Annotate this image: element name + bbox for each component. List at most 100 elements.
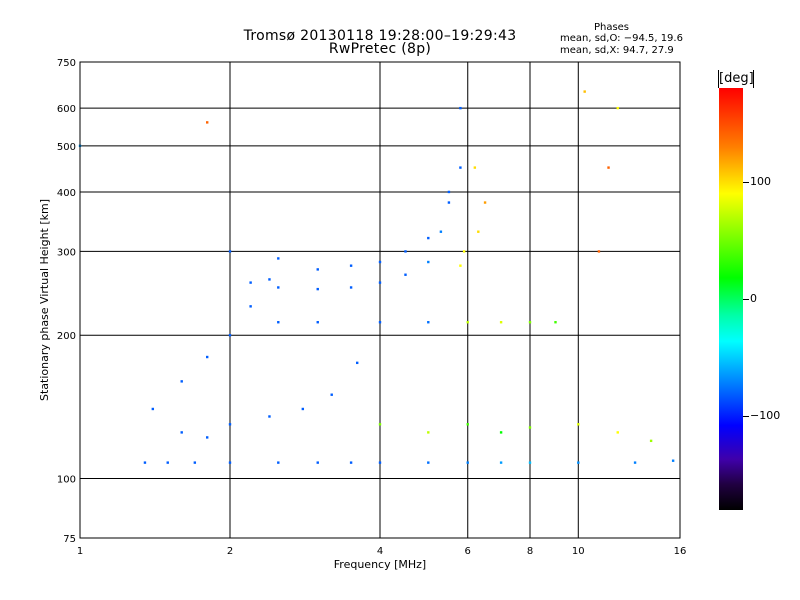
data-point: [459, 166, 462, 169]
phase-stats-heading: Phases: [593, 22, 630, 33]
colorbar-tick: [743, 416, 749, 418]
data-point: [477, 230, 480, 233]
data-point: [277, 461, 280, 464]
data-point: [499, 461, 503, 464]
data-point: [228, 461, 232, 464]
y-tick-label: 100: [57, 475, 76, 486]
data-point: [378, 281, 382, 284]
data-point: [583, 90, 586, 93]
data-point: [301, 407, 305, 411]
data-point: [439, 230, 443, 233]
colorbar-tick-label: 100: [750, 174, 771, 188]
chart-title: Tromsø 20130118 19:28:00–19:29:43: [243, 28, 517, 44]
data-point: [349, 461, 353, 464]
data-point: [427, 321, 430, 324]
x-tick-label: 16: [674, 546, 687, 557]
y-tick-label: 500: [57, 142, 76, 153]
data-point: [577, 423, 580, 426]
data-point: [466, 423, 469, 426]
data-point: [349, 264, 353, 267]
data-point: [330, 393, 333, 396]
data-point: [205, 436, 209, 439]
data-point: [378, 461, 382, 464]
data-point: [180, 380, 183, 383]
data-point: [378, 260, 382, 264]
chart-subtitle: RwPretec (8p): [328, 41, 432, 57]
data-point: [616, 431, 619, 434]
y-tick-label: 600: [57, 104, 76, 115]
data-point: [277, 257, 280, 260]
data-point: [378, 321, 382, 324]
scatter-points: [78, 90, 675, 464]
data-point: [528, 426, 532, 429]
y-tick-label: 75: [63, 534, 76, 545]
y-tick-label: 400: [57, 188, 76, 199]
data-point: [447, 190, 451, 194]
data-point: [316, 287, 319, 291]
data-point: [205, 355, 209, 359]
x-axis-ticks: 1 2 4 6 8 10 16: [77, 546, 687, 557]
x-tick-label: 1: [77, 546, 83, 557]
x-tick-label: 4: [377, 546, 383, 557]
grid-lines: [79, 61, 681, 539]
data-point: [473, 166, 477, 169]
data-point: [427, 461, 430, 464]
data-point: [459, 264, 462, 267]
data-point: [616, 106, 619, 110]
data-point: [671, 459, 675, 462]
data-point: [427, 431, 430, 434]
data-point: [528, 461, 532, 464]
x-axis-title: Frequency [MHz]: [334, 558, 426, 571]
plot-frame: [79, 61, 681, 539]
data-point: [143, 461, 147, 464]
data-point: [349, 286, 353, 289]
data-point: [268, 278, 271, 281]
data-point: [404, 273, 407, 276]
data-point: [528, 321, 532, 324]
colorbar-tick: [743, 181, 749, 183]
data-point: [249, 281, 252, 284]
data-point: [268, 415, 271, 418]
data-point: [499, 431, 503, 434]
x-tick-label: 10: [572, 546, 585, 557]
data-point: [447, 201, 451, 204]
data-point: [277, 286, 280, 289]
data-point: [459, 106, 462, 110]
data-point: [228, 334, 232, 337]
y-tick-label: 200: [57, 331, 76, 342]
colorbar-tick: [743, 299, 749, 300]
phase-stats-o-mode: mean, sd,O: −94.5, 19.6: [560, 33, 683, 44]
data-point: [228, 423, 232, 426]
colorbar-tick-label: −100: [750, 409, 781, 423]
data-point: [180, 431, 183, 434]
data-point: [316, 321, 319, 324]
y-tick-label: 300: [57, 247, 76, 258]
data-point: [607, 166, 610, 169]
data-point: [404, 250, 407, 253]
x-tick-label: 6: [465, 546, 471, 557]
data-point: [249, 305, 252, 308]
data-point: [597, 250, 601, 253]
data-point: [577, 461, 580, 464]
data-point: [427, 236, 430, 240]
data-point: [466, 321, 469, 324]
data-point: [151, 407, 155, 411]
data-point: [378, 423, 382, 426]
data-point: [166, 461, 169, 464]
y-axis-ticks: 75 100 200 300 400 500 600 750: [57, 58, 76, 545]
data-point: [316, 461, 319, 464]
phase-stats-x-mode: mean, sd,X: 94.7, 27.9: [560, 45, 674, 56]
data-point: [633, 461, 637, 464]
colorbar-tick-label: 0: [750, 292, 757, 305]
y-tick-label: 750: [57, 58, 76, 69]
data-point: [649, 439, 653, 443]
data-point: [427, 260, 430, 264]
data-point: [466, 461, 469, 464]
data-point: [205, 121, 209, 124]
x-tick-label: 8: [527, 546, 533, 557]
data-point: [193, 461, 197, 464]
y-axis-title: Stationary phase Virtual Height [km]: [38, 199, 51, 401]
data-point: [554, 321, 557, 324]
data-point: [499, 321, 503, 324]
